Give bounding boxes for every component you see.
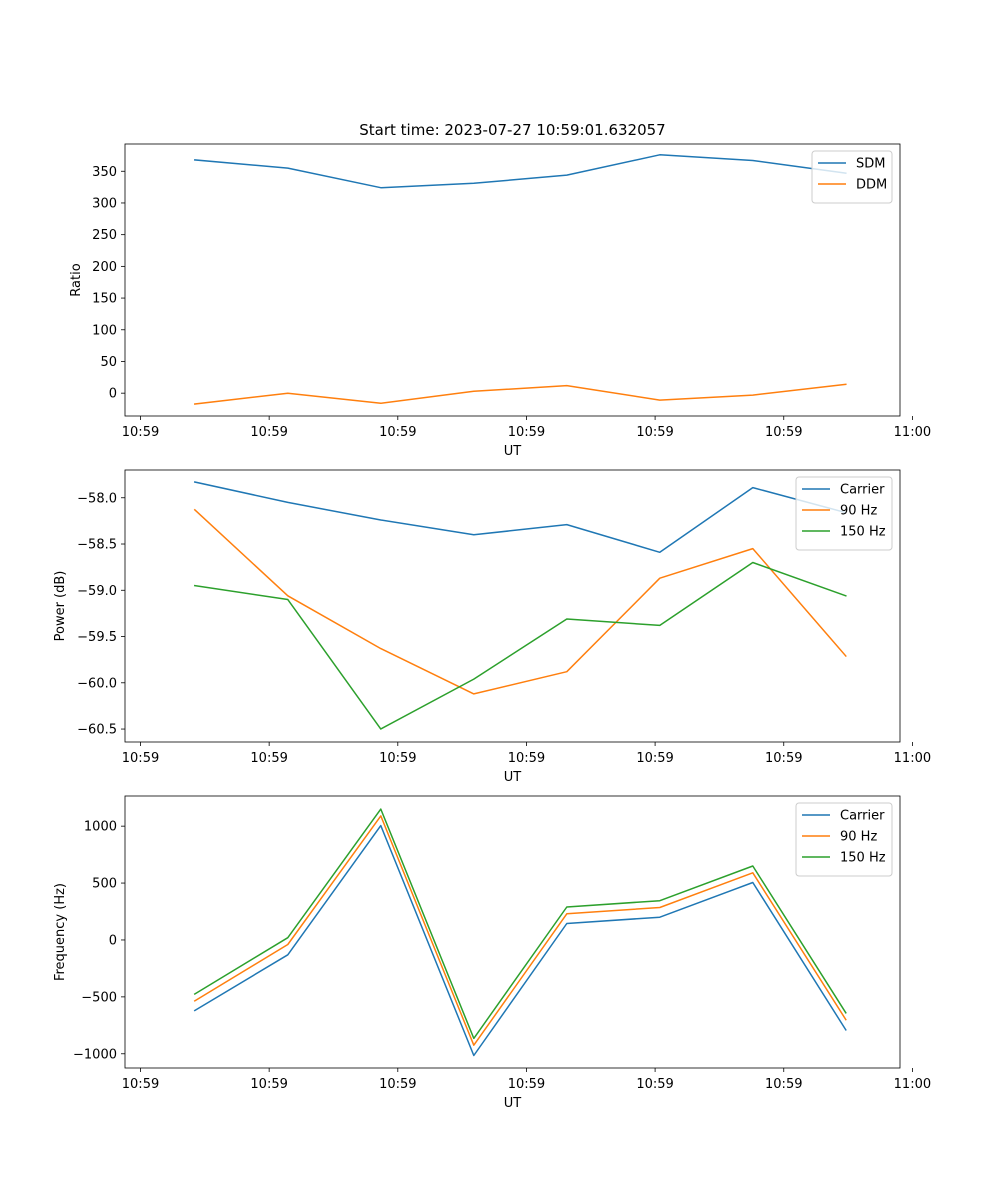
y-axis-label: Frequency (Hz) [53,883,68,981]
series-lines [193,481,847,730]
y-tick-label: −60.5 [77,723,117,738]
x-tick-label: 10:59 [636,425,673,440]
series-line-ddm [193,383,847,405]
y-tick-label: 50 [100,355,117,370]
x-tick-label: 10:59 [379,1077,416,1092]
x-tick-label: 10:59 [250,425,287,440]
x-axis-label: UT [504,444,522,459]
y-tick-label: 150 [92,292,117,307]
chart-title: Start time: 2023-07-27 10:59:01.632057 [359,121,665,139]
legend-label: 90 Hz [840,830,877,845]
legend-item: Carrier [802,483,885,498]
series-line-90-hz [193,508,847,695]
series-lines [193,154,847,405]
y-axis-label: Ratio [69,263,84,296]
x-axis-label: UT [504,1096,522,1111]
legend-label: Carrier [840,809,885,824]
x-tick-label: 10:59 [636,751,673,766]
y-tick-label: 1000 [84,820,117,835]
axes-frame [124,795,901,1069]
y-axis: −60.5 −60.0 −59.5 −59.0 −58.5 −58.0 [77,491,125,738]
legend-label: DDM [856,178,887,193]
legend-label: 90 Hz [840,504,877,519]
x-tick-label: 10:59 [122,751,159,766]
x-tick-label: 10:59 [379,751,416,766]
legend: Carrier 90 Hz 150 Hz [795,476,893,551]
panels: 10:59 10:59 10:59 10:59 10:59 10:59 11:00 0 50 10… [53,121,931,1111]
x-tick-label: 10:59 [765,425,802,440]
y-tick-label: −59.5 [77,630,117,645]
x-tick-label: 10:59 [508,751,545,766]
x-tick-label: 10:59 [636,1077,673,1092]
x-tick-label: 10:59 [250,1077,287,1092]
legend-item: 90 Hz [802,504,877,519]
legend-item: 90 Hz [802,830,877,845]
legend: SDM DDM [811,150,893,204]
y-tick-label: 350 [92,165,117,180]
chart-panel-2: 10:59 10:59 10:59 10:59 10:59 10:59 11:00 −60.5… [53,469,931,785]
axes-frame [124,469,901,743]
y-axis: −1000 −500 0 500 1000 [73,820,125,1062]
x-tick-label: 11:00 [894,425,931,440]
series-line-150-hz [193,561,847,730]
y-tick-label: 0 [109,933,117,948]
series-lines [193,808,847,1057]
legend-label: 150 Hz [840,525,886,540]
y-tick-label: −59.0 [77,584,117,599]
y-tick-label: −60.0 [77,676,117,691]
x-tick-label: 10:59 [122,425,159,440]
y-tick-label: −500 [81,990,117,1005]
x-tick-label: 10:59 [122,1077,159,1092]
legend-item: DDM [818,178,887,193]
legend: Carrier 90 Hz 150 Hz [795,802,893,877]
x-tick-label: 11:00 [894,751,931,766]
legend-box [811,150,893,204]
y-tick-label: 200 [92,260,117,275]
x-axis-label: UT [504,770,522,785]
y-tick-label: −1000 [73,1047,117,1062]
x-tick-label: 10:59 [765,1077,802,1092]
chart-panel-3: 10:59 10:59 10:59 10:59 10:59 10:59 11:00 −1000… [53,795,931,1111]
x-tick-label: 11:00 [894,1077,931,1092]
legend-item: 150 Hz [802,525,886,540]
y-tick-label: 100 [92,323,117,338]
y-tick-label: −58.5 [77,538,117,553]
y-tick-label: 0 [109,387,117,402]
x-tick-label: 10:59 [765,751,802,766]
legend-label: SDM [856,157,885,172]
y-tick-label: 500 [92,877,117,892]
legend-label: 150 Hz [840,851,886,866]
x-tick-label: 10:59 [250,751,287,766]
y-tick-label: 300 [92,196,117,211]
x-tick-label: 10:59 [508,1077,545,1092]
series-line-90-hz [193,815,847,1046]
legend-item: SDM [818,157,885,172]
y-tick-label: −58.0 [77,491,117,506]
legend-label: Carrier [840,483,885,498]
x-axis: 10:59 10:59 10:59 10:59 10:59 10:59 11:00 [122,416,931,440]
series-line-150-hz [193,808,847,1040]
y-tick-label: 250 [92,228,117,243]
x-tick-label: 10:59 [379,425,416,440]
y-axis: 0 50 100 150 200 250 300 350 [92,165,125,402]
series-line-carrier [193,481,847,554]
chart-panel-1: 10:59 10:59 10:59 10:59 10:59 10:59 11:00 0 50 10… [69,121,931,459]
x-axis: 10:59 10:59 10:59 10:59 10:59 10:59 11:00 [122,1068,931,1092]
legend-item: Carrier [802,809,885,824]
x-axis: 10:59 10:59 10:59 10:59 10:59 10:59 11:00 [122,742,931,766]
legend-item: 150 Hz [802,851,886,866]
y-axis-label: Power (dB) [53,571,68,642]
series-line-carrier [193,824,847,1057]
series-line-sdm [193,154,847,189]
axes-frame [124,143,901,417]
x-tick-label: 10:59 [508,425,545,440]
